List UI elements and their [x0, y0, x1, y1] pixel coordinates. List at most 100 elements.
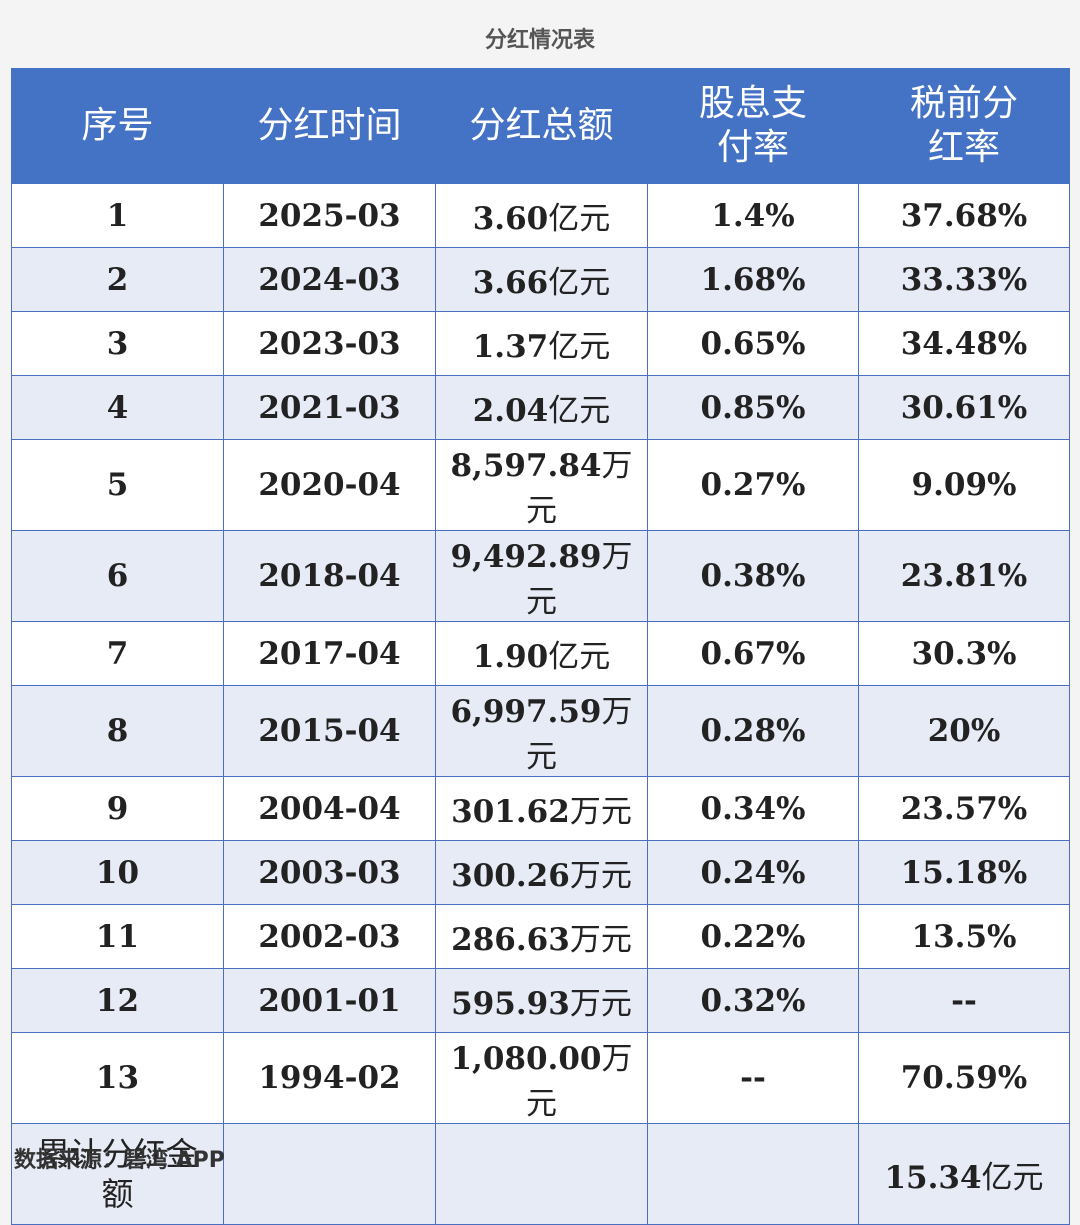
cell-payout: 1.4% [647, 183, 859, 248]
header-date: 分红时间 [223, 68, 436, 184]
cell-pretax: 20% [858, 685, 1070, 777]
cell-date: 2017-04 [223, 621, 436, 686]
cell-date: 2025-03 [223, 183, 436, 248]
amount-value: 2.04 [472, 393, 549, 429]
cell-no: 3 [11, 311, 224, 376]
cell-pretax: 13.5% [858, 904, 1070, 969]
amount-unit: 万元 [526, 694, 633, 775]
cell-pretax: 70.59% [858, 1032, 1070, 1124]
amount-unit: 万元 [526, 448, 633, 529]
cell-no: 9 [11, 776, 224, 841]
cell-payout: 0.38% [647, 530, 859, 622]
cell-amount: 301.62万元 [435, 776, 648, 841]
cell-no: 1 [11, 183, 224, 248]
cell-no: 13 [11, 1032, 224, 1124]
table-row: 4 2021-03 2.04亿元 0.85% 30.61% [11, 375, 1070, 440]
table-row: 8 2015-04 6,997.59万元 0.28% 20% [11, 685, 1070, 777]
cell-amount: 1,080.00万元 [435, 1032, 648, 1124]
cell-pretax: 30.61% [858, 375, 1070, 440]
header-no: 序号 [11, 68, 224, 184]
cell-date: 2001-01 [223, 968, 436, 1033]
cell-no: 5 [11, 439, 224, 531]
amount-value: 1.90 [472, 639, 549, 675]
header-amount: 分红总额 [435, 68, 648, 184]
empty-cell [647, 1123, 859, 1225]
cell-pretax: 34.48% [858, 311, 1070, 376]
cell-amount: 3.60亿元 [435, 183, 648, 248]
table-title: 分红情况表 [484, 28, 595, 53]
cell-pretax: 33.33% [858, 247, 1070, 312]
cell-date: 2024-03 [223, 247, 436, 312]
cell-amount: 300.26万元 [435, 840, 648, 905]
cell-pretax: 23.81% [858, 530, 1070, 622]
table-row: 2 2024-03 3.66亿元 1.68% 33.33% [11, 247, 1070, 312]
cell-no: 7 [11, 621, 224, 686]
table-row: 3 2023-03 1.37亿元 0.65% 34.48% [11, 311, 1070, 376]
cell-pretax: -- [858, 968, 1070, 1033]
cell-payout: 0.34% [647, 776, 859, 841]
empty-cell [223, 1123, 436, 1225]
cell-payout: 0.65% [647, 311, 859, 376]
amount-unit: 万元 [569, 858, 632, 894]
cell-payout: 1.68% [647, 247, 859, 312]
cell-payout: -- [647, 1032, 859, 1124]
cell-no: 8 [11, 685, 224, 777]
cell-payout: 0.28% [647, 685, 859, 777]
table-row: 11 2002-03 286.63万元 0.22% 13.5% [11, 904, 1070, 969]
amount-unit: 亿元 [548, 329, 611, 365]
cell-pretax: 30.3% [858, 621, 1070, 686]
cell-payout: 0.67% [647, 621, 859, 686]
amount-unit: 亿元 [548, 639, 611, 675]
cell-date: 2003-03 [223, 840, 436, 905]
cell-date: 2020-04 [223, 439, 436, 531]
amount-unit: 万元 [569, 794, 632, 830]
table-row: 10 2003-03 300.26万元 0.24% 15.18% [11, 840, 1070, 905]
table-row: 13 1994-02 1,080.00万元 -- 70.59% [11, 1032, 1070, 1124]
cell-pretax: 15.18% [858, 840, 1070, 905]
cell-amount: 3.66亿元 [435, 247, 648, 312]
cell-no: 2 [11, 247, 224, 312]
cell-date: 2023-03 [223, 311, 436, 376]
header-pretax: 税前分红率 [858, 68, 1070, 184]
cell-amount: 595.93万元 [435, 968, 648, 1033]
cell-amount: 1.37亿元 [435, 311, 648, 376]
cell-no: 12 [11, 968, 224, 1033]
cell-payout: 0.22% [647, 904, 859, 969]
cell-no: 11 [11, 904, 224, 969]
table-row: 7 2017-04 1.90亿元 0.67% 30.3% [11, 621, 1070, 686]
table-row: 12 2001-01 595.93万元 0.32% -- [11, 968, 1070, 1033]
cell-amount: 2.04亿元 [435, 375, 648, 440]
cell-date: 2015-04 [223, 685, 436, 777]
header-payout: 股息支付率 [647, 68, 859, 184]
cell-payout: 0.27% [647, 439, 859, 531]
amount-unit: 万元 [569, 986, 632, 1022]
cell-date: 2018-04 [223, 530, 436, 622]
cell-no: 6 [11, 530, 224, 622]
total-row: 累计分红金额 15.34亿元 [11, 1123, 1070, 1225]
table-row: 5 2020-04 8,597.84万元 0.27% 9.09% [11, 439, 1070, 531]
cell-payout: 0.85% [647, 375, 859, 440]
table-row: 1 2025-03 3.60亿元 1.4% 37.68% [11, 183, 1070, 248]
total-amount: 15.34 [884, 1159, 982, 1196]
cell-amount: 6,997.59万元 [435, 685, 648, 777]
cell-payout: 0.24% [647, 840, 859, 905]
data-source-note: 数据来源：碧湾 APP [14, 1148, 225, 1173]
amount-value: 301.62 [451, 794, 570, 830]
cell-pretax: 37.68% [858, 183, 1070, 248]
dividend-table: 序号 分红时间 分红总额 股息支付率 税前分红率 1 2025-03 3.60亿元 1… [11, 68, 1070, 1225]
amount-value: 8,597.84 [450, 448, 602, 484]
cell-amount: 1.90亿元 [435, 621, 648, 686]
empty-cell [435, 1123, 648, 1225]
table-header-row: 序号 分红时间 分红总额 股息支付率 税前分红率 [11, 68, 1070, 184]
amount-value: 1.37 [472, 329, 549, 365]
cell-pretax: 9.09% [858, 439, 1070, 531]
cell-no: 10 [11, 840, 224, 905]
amount-value: 3.66 [472, 265, 549, 301]
amount-unit: 亿元 [548, 201, 611, 237]
cell-date: 2021-03 [223, 375, 436, 440]
total-label: 累计分红金额 [11, 1123, 224, 1225]
amount-unit: 万元 [569, 922, 632, 958]
cell-date: 2004-04 [223, 776, 436, 841]
amount-value: 3.60 [472, 201, 549, 237]
table-row: 6 2018-04 9,492.89万元 0.38% 23.81% [11, 530, 1070, 622]
